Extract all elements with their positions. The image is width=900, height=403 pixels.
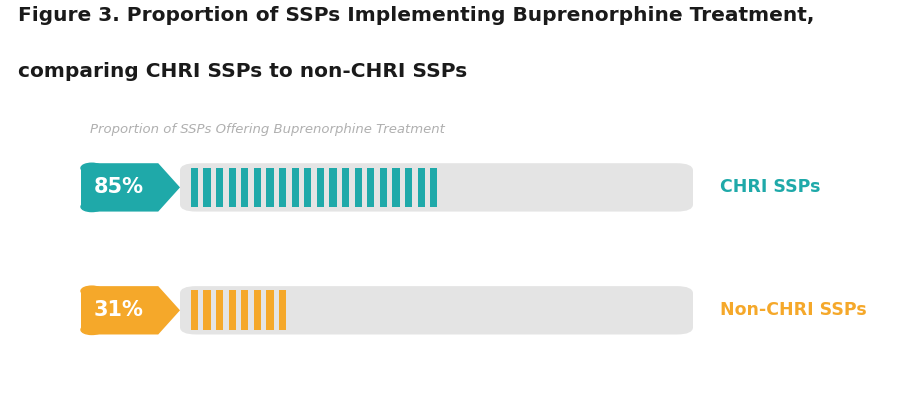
FancyBboxPatch shape xyxy=(191,168,198,207)
FancyBboxPatch shape xyxy=(229,291,236,330)
FancyBboxPatch shape xyxy=(81,168,103,207)
FancyBboxPatch shape xyxy=(180,286,693,334)
Polygon shape xyxy=(92,163,180,212)
FancyBboxPatch shape xyxy=(216,168,223,207)
FancyBboxPatch shape xyxy=(279,168,286,207)
FancyBboxPatch shape xyxy=(241,168,248,207)
FancyBboxPatch shape xyxy=(329,168,337,207)
FancyBboxPatch shape xyxy=(203,291,211,330)
FancyBboxPatch shape xyxy=(191,291,198,330)
FancyBboxPatch shape xyxy=(216,291,223,330)
FancyBboxPatch shape xyxy=(81,291,103,330)
FancyBboxPatch shape xyxy=(367,168,374,207)
FancyBboxPatch shape xyxy=(392,168,400,207)
Text: CHRI SSPs: CHRI SSPs xyxy=(720,179,821,196)
FancyBboxPatch shape xyxy=(418,168,425,207)
FancyBboxPatch shape xyxy=(254,291,261,330)
Text: 85%: 85% xyxy=(94,177,144,197)
FancyBboxPatch shape xyxy=(279,291,286,330)
FancyBboxPatch shape xyxy=(203,168,211,207)
FancyBboxPatch shape xyxy=(380,168,387,207)
Text: Figure 3. Proportion of SSPs Implementing Buprenorphine Treatment,: Figure 3. Proportion of SSPs Implementin… xyxy=(18,6,814,25)
Polygon shape xyxy=(92,286,180,334)
Text: comparing CHRI SSPs to non-CHRI SSPs: comparing CHRI SSPs to non-CHRI SSPs xyxy=(18,62,467,81)
FancyBboxPatch shape xyxy=(292,168,299,207)
FancyBboxPatch shape xyxy=(342,168,349,207)
Circle shape xyxy=(81,286,103,296)
FancyBboxPatch shape xyxy=(355,168,362,207)
FancyBboxPatch shape xyxy=(241,291,248,330)
FancyBboxPatch shape xyxy=(229,168,236,207)
FancyBboxPatch shape xyxy=(180,163,693,212)
Circle shape xyxy=(81,202,103,212)
FancyBboxPatch shape xyxy=(266,291,274,330)
FancyBboxPatch shape xyxy=(304,168,311,207)
FancyBboxPatch shape xyxy=(430,168,437,207)
FancyBboxPatch shape xyxy=(317,168,324,207)
Text: Non-CHRI SSPs: Non-CHRI SSPs xyxy=(720,301,867,319)
Circle shape xyxy=(81,325,103,334)
FancyBboxPatch shape xyxy=(405,168,412,207)
Circle shape xyxy=(81,163,103,173)
Text: 31%: 31% xyxy=(94,300,144,320)
FancyBboxPatch shape xyxy=(266,168,274,207)
FancyBboxPatch shape xyxy=(254,168,261,207)
Text: Proportion of SSPs Offering Buprenorphine Treatment: Proportion of SSPs Offering Buprenorphin… xyxy=(90,123,445,136)
